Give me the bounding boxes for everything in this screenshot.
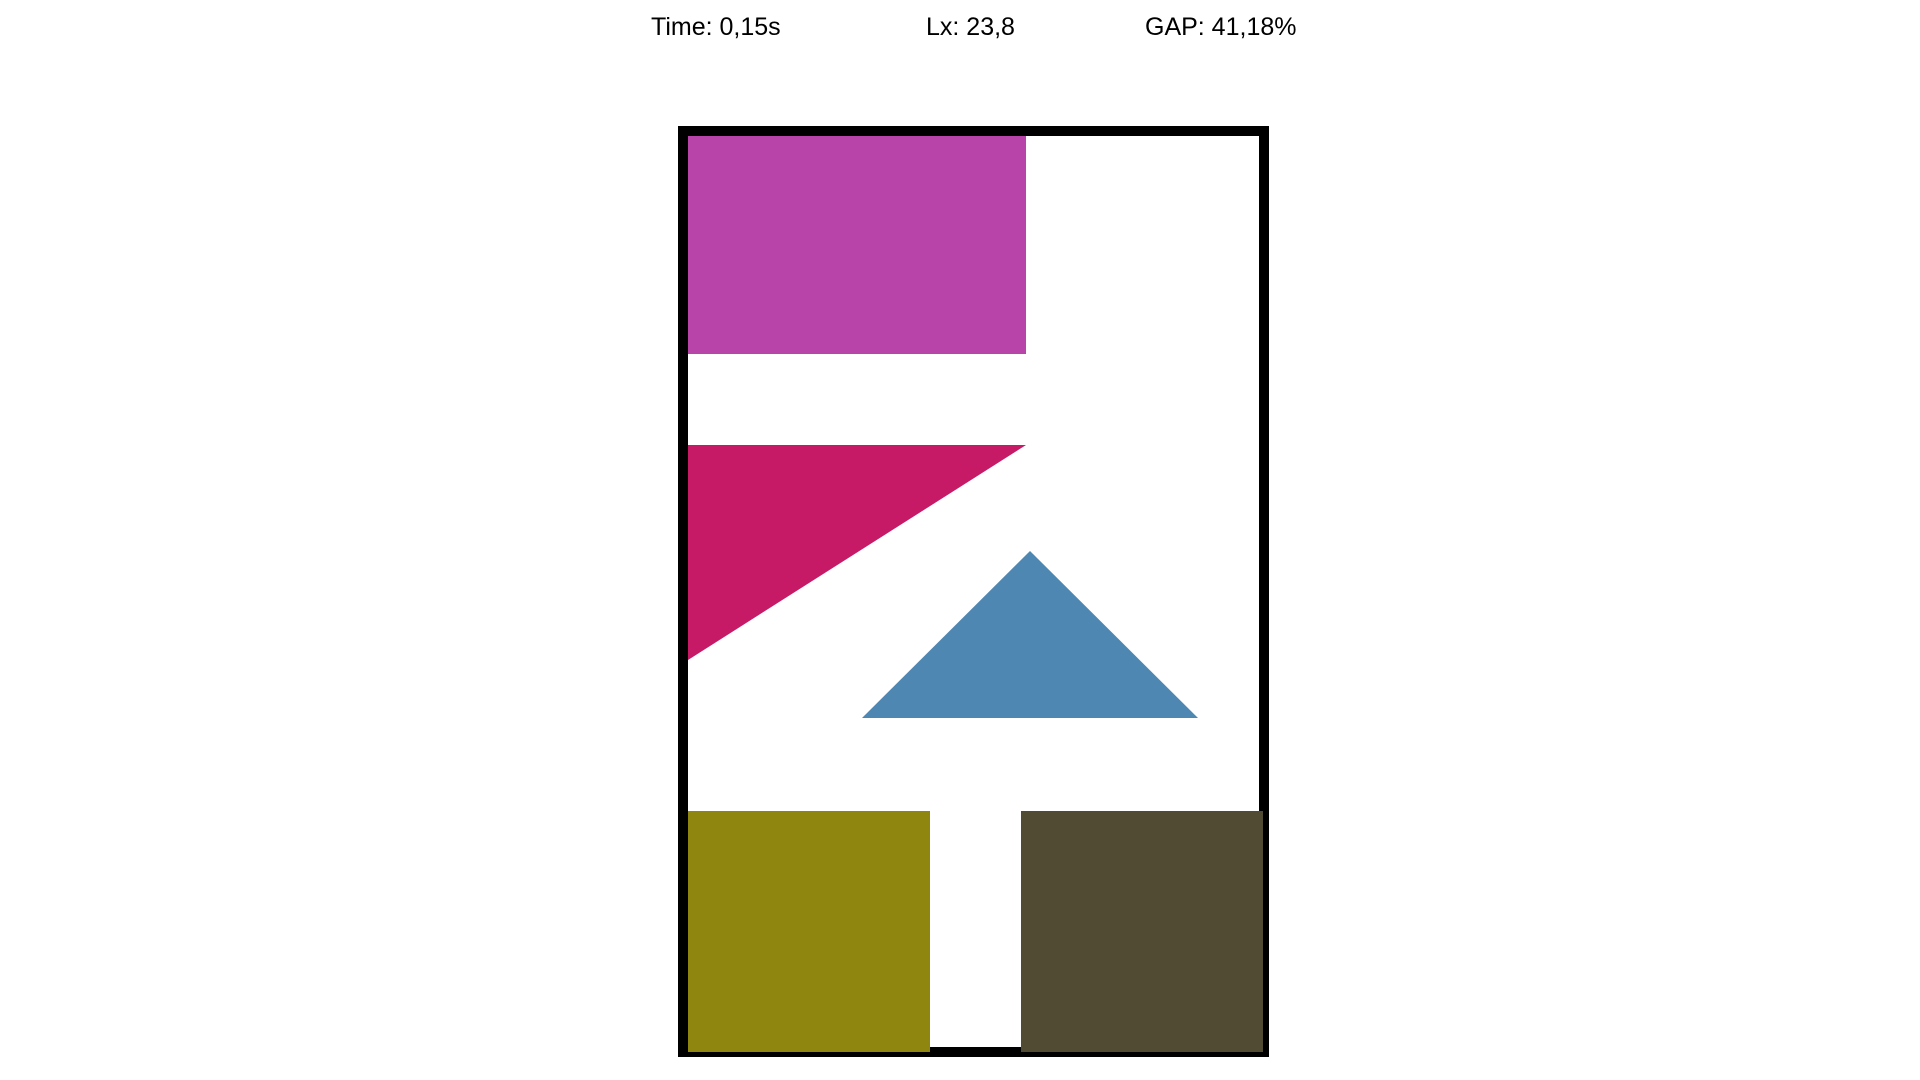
lx-readout: Lx: 23,8: [926, 13, 1015, 41]
gap-readout: GAP: 41,18%: [1145, 13, 1297, 41]
crimson-triangle-piece: [688, 445, 1026, 660]
olive-square-piece: [688, 811, 930, 1052]
magenta-rectangle-piece: [688, 136, 1026, 354]
steel-blue-triangle-piece: [862, 551, 1198, 718]
time-readout: Time: 0,15s: [651, 13, 781, 41]
dark-olive-square-piece: [1021, 811, 1263, 1052]
